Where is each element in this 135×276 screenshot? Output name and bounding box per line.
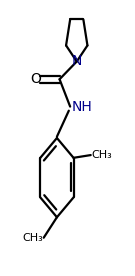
Text: O: O	[30, 72, 41, 86]
Text: CH₃: CH₃	[22, 233, 43, 243]
Text: CH₃: CH₃	[91, 150, 112, 160]
Text: N: N	[72, 54, 82, 68]
Text: NH: NH	[71, 100, 92, 114]
